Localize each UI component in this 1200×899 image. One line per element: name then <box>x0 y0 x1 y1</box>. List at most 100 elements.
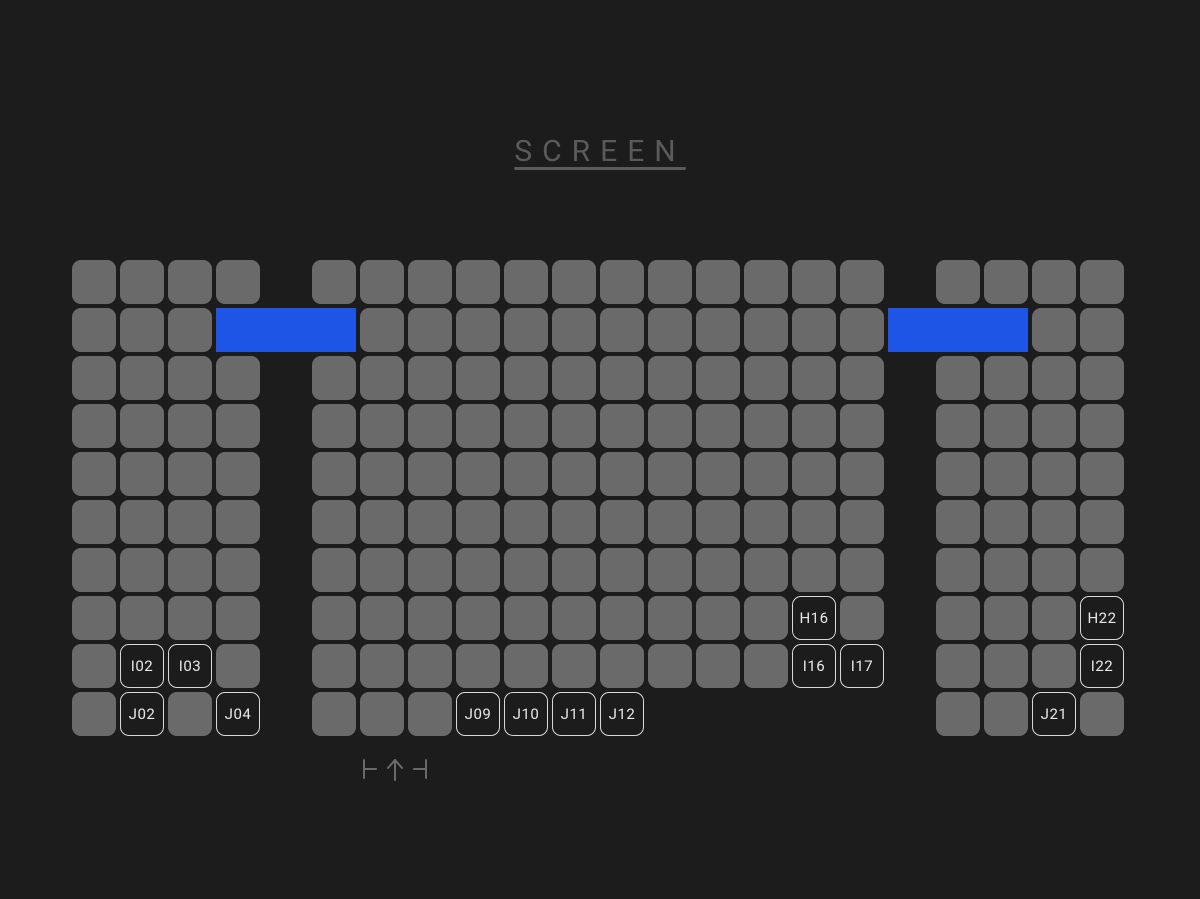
seat-available[interactable] <box>648 548 692 592</box>
seat-available[interactable] <box>312 500 356 544</box>
seat-available[interactable] <box>600 548 644 592</box>
seat-selected[interactable]: J09 <box>456 692 500 736</box>
seat-available[interactable] <box>1032 500 1076 544</box>
seat-available[interactable] <box>744 404 788 448</box>
seat-available[interactable] <box>600 260 644 304</box>
seat-available[interactable] <box>744 452 788 496</box>
seat-available[interactable] <box>168 548 212 592</box>
seat-available[interactable] <box>360 356 404 400</box>
seat-available[interactable] <box>456 644 500 688</box>
seat-available[interactable] <box>984 692 1028 736</box>
seat-available[interactable] <box>696 260 740 304</box>
seat-available[interactable] <box>648 452 692 496</box>
seat-available[interactable] <box>552 548 596 592</box>
seat-available[interactable] <box>360 452 404 496</box>
seat-available[interactable] <box>648 404 692 448</box>
seat-available[interactable] <box>648 644 692 688</box>
seat-available[interactable] <box>696 500 740 544</box>
seat-available[interactable] <box>936 692 980 736</box>
seat-available[interactable] <box>360 644 404 688</box>
seat-available[interactable] <box>744 500 788 544</box>
seat-available[interactable] <box>120 356 164 400</box>
seat-selected[interactable]: I02 <box>120 644 164 688</box>
seat-available[interactable] <box>216 260 260 304</box>
seat-available[interactable] <box>456 548 500 592</box>
seat-selected[interactable]: I03 <box>168 644 212 688</box>
seat-available[interactable] <box>936 452 980 496</box>
seat-available[interactable] <box>408 308 452 352</box>
seat-available[interactable] <box>312 644 356 688</box>
seat-available[interactable] <box>936 548 980 592</box>
seat-available[interactable] <box>744 308 788 352</box>
seat-available[interactable] <box>792 500 836 544</box>
seat-available[interactable] <box>936 356 980 400</box>
seat-available[interactable] <box>168 692 212 736</box>
seat-available[interactable] <box>504 548 548 592</box>
seat-available[interactable] <box>504 404 548 448</box>
seat-available[interactable] <box>1080 356 1124 400</box>
seat-available[interactable] <box>168 356 212 400</box>
seat-available[interactable] <box>1080 548 1124 592</box>
seat-available[interactable] <box>792 260 836 304</box>
seat-available[interactable] <box>600 404 644 448</box>
seat-available[interactable] <box>1032 548 1076 592</box>
seat-available[interactable] <box>408 644 452 688</box>
seat-available[interactable] <box>840 260 884 304</box>
seat-available[interactable] <box>120 452 164 496</box>
seat-selected[interactable]: I17 <box>840 644 884 688</box>
seat-selected[interactable]: H22 <box>1080 596 1124 640</box>
seat-available[interactable] <box>120 500 164 544</box>
seat-available[interactable] <box>408 356 452 400</box>
seat-available[interactable] <box>216 356 260 400</box>
seat-available[interactable] <box>168 260 212 304</box>
seat-available[interactable] <box>648 500 692 544</box>
seat-available[interactable] <box>72 452 116 496</box>
seat-selected[interactable]: J21 <box>1032 692 1076 736</box>
seat-available[interactable] <box>792 452 836 496</box>
seat-available[interactable] <box>984 404 1028 448</box>
seat-available[interactable] <box>936 260 980 304</box>
seat-available[interactable] <box>552 308 596 352</box>
seat-available[interactable] <box>120 308 164 352</box>
seat-available[interactable] <box>504 452 548 496</box>
seat-available[interactable] <box>600 452 644 496</box>
seat-available[interactable] <box>456 308 500 352</box>
seat-available[interactable] <box>1032 308 1076 352</box>
seat-available[interactable] <box>360 548 404 592</box>
seat-available[interactable] <box>936 644 980 688</box>
seat-available[interactable] <box>600 500 644 544</box>
seat-available[interactable] <box>456 404 500 448</box>
seat-available[interactable] <box>1032 260 1076 304</box>
seat-available[interactable] <box>456 596 500 640</box>
seat-available[interactable] <box>1080 308 1124 352</box>
seat-available[interactable] <box>696 452 740 496</box>
seat-available[interactable] <box>504 308 548 352</box>
seat-selected[interactable]: I16 <box>792 644 836 688</box>
seat-available[interactable] <box>648 308 692 352</box>
seat-available[interactable] <box>312 452 356 496</box>
seat-available[interactable] <box>408 548 452 592</box>
seat-available[interactable] <box>168 596 212 640</box>
seat-available[interactable] <box>72 356 116 400</box>
seat-available[interactable] <box>984 644 1028 688</box>
seat-available[interactable] <box>360 692 404 736</box>
seat-available[interactable] <box>504 500 548 544</box>
seat-available[interactable] <box>1080 500 1124 544</box>
seat-available[interactable] <box>696 596 740 640</box>
seat-available[interactable] <box>840 356 884 400</box>
seat-available[interactable] <box>1080 452 1124 496</box>
seat-available[interactable] <box>1080 692 1124 736</box>
seat-available[interactable] <box>552 452 596 496</box>
seat-available[interactable] <box>408 260 452 304</box>
seat-available[interactable] <box>1080 260 1124 304</box>
seat-available[interactable] <box>120 404 164 448</box>
seat-available[interactable] <box>72 404 116 448</box>
seat-available[interactable] <box>1032 356 1076 400</box>
seat-available[interactable] <box>984 260 1028 304</box>
seat-available[interactable] <box>600 356 644 400</box>
seat-available[interactable] <box>360 404 404 448</box>
seat-available[interactable] <box>72 596 116 640</box>
seat-available[interactable] <box>792 548 836 592</box>
seat-available[interactable] <box>840 548 884 592</box>
seat-available[interactable] <box>312 260 356 304</box>
